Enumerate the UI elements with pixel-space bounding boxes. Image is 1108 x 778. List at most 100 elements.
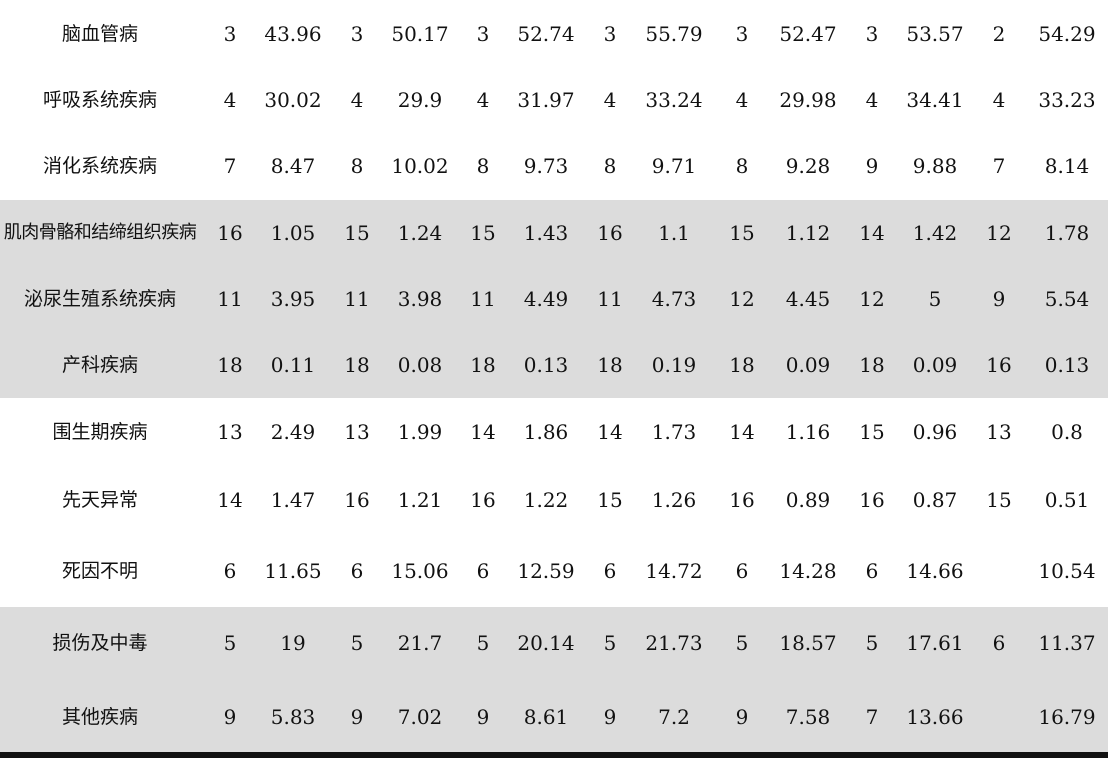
rate-cell: 16.79 bbox=[1038, 705, 1096, 729]
row-label: 围生期疾病 bbox=[52, 421, 148, 443]
rank-cell: 9 bbox=[992, 287, 1006, 311]
table-row: 损伤及中毒 5 19 5 21.7 5 20.14 5 21.73 5 18.57 5 17.61 6 11… bbox=[0, 623, 1108, 663]
rank-cell: 6 bbox=[735, 559, 749, 583]
rate-cell: 0.87 bbox=[912, 488, 958, 512]
rate-cell: 29.98 bbox=[779, 88, 837, 112]
rank-cell: 18 bbox=[344, 353, 370, 377]
rank-cell: 16 bbox=[470, 488, 496, 512]
rate-cell: 17.61 bbox=[906, 631, 964, 655]
rate-cell: 54.29 bbox=[1038, 22, 1096, 46]
rank-cell: 16 bbox=[859, 488, 885, 512]
rank-cell: 7 bbox=[992, 154, 1006, 178]
rank-cell: 6 bbox=[350, 559, 364, 583]
rate-cell: 8.14 bbox=[1044, 154, 1090, 178]
rate-cell: 1.26 bbox=[651, 488, 697, 512]
rate-cell: 1.22 bbox=[523, 488, 569, 512]
rank-cell: 18 bbox=[729, 353, 755, 377]
rank-cell: 9 bbox=[350, 705, 364, 729]
rate-cell: 0.13 bbox=[1044, 353, 1090, 377]
rate-cell: 1.05 bbox=[270, 221, 316, 245]
rank-cell: 12 bbox=[729, 287, 755, 311]
rank-cell: 14 bbox=[729, 420, 755, 444]
row-label: 先天异常 bbox=[61, 489, 138, 511]
rate-cell: 0.19 bbox=[651, 353, 697, 377]
rank-cell: 7 bbox=[865, 705, 879, 729]
rate-cell: 1.78 bbox=[1044, 221, 1090, 245]
rate-cell: 1.24 bbox=[397, 221, 443, 245]
row-label: 呼吸系统疾病 bbox=[42, 89, 157, 111]
rank-cell: 6 bbox=[992, 631, 1006, 655]
rank-cell: 9 bbox=[735, 705, 749, 729]
rate-cell: 0.96 bbox=[912, 420, 958, 444]
rank-cell bbox=[969, 697, 1029, 737]
shaded-row-band bbox=[0, 607, 1108, 752]
rank-cell: 16 bbox=[597, 221, 623, 245]
rate-cell: 18.57 bbox=[779, 631, 837, 655]
rank-cell: 15 bbox=[344, 221, 370, 245]
rank-cell: 15 bbox=[986, 488, 1012, 512]
rate-cell: 9.73 bbox=[523, 154, 569, 178]
rate-cell: 5.54 bbox=[1044, 287, 1090, 311]
rank-cell: 18 bbox=[597, 353, 623, 377]
row-label: 损伤及中毒 bbox=[52, 632, 148, 654]
rate-cell: 33.24 bbox=[645, 88, 703, 112]
rate-cell: 33.23 bbox=[1038, 88, 1096, 112]
rank-cell: 3 bbox=[476, 22, 490, 46]
rank-cell: 9 bbox=[476, 705, 490, 729]
rate-cell: 0.8 bbox=[1051, 420, 1083, 444]
rank-cell: 4 bbox=[735, 88, 749, 112]
rate-cell: 9.88 bbox=[912, 154, 958, 178]
rate-cell: 1.12 bbox=[785, 221, 831, 245]
rate-cell: 30.02 bbox=[264, 88, 322, 112]
rank-cell: 3 bbox=[865, 22, 879, 46]
rate-cell: 7.02 bbox=[397, 705, 443, 729]
rank-cell: 5 bbox=[603, 631, 617, 655]
row-label: 泌尿生殖系统疾病 bbox=[23, 288, 176, 310]
rank-cell: 4 bbox=[992, 88, 1006, 112]
rate-cell: 1.1 bbox=[658, 221, 690, 245]
rank-cell: 13 bbox=[344, 420, 370, 444]
rank-cell: 12 bbox=[859, 287, 885, 311]
rate-cell: 0.13 bbox=[523, 353, 569, 377]
rank-cell: 4 bbox=[223, 88, 237, 112]
rate-cell: 43.96 bbox=[264, 22, 322, 46]
rank-cell: 11 bbox=[344, 287, 370, 311]
rank-cell: 4 bbox=[865, 88, 879, 112]
rate-cell: 1.43 bbox=[523, 221, 569, 245]
rate-cell: 52.47 bbox=[779, 22, 837, 46]
rank-cell: 8 bbox=[603, 154, 617, 178]
table-row: 消化系统疾病 7 8.47 8 10.02 8 9.73 8 9.71 8 9.28 9 9.88 7 8.… bbox=[0, 146, 1108, 186]
rate-cell: 9.28 bbox=[785, 154, 831, 178]
rate-cell: 4.49 bbox=[523, 287, 569, 311]
rate-cell: 29.9 bbox=[397, 88, 443, 112]
rate-cell: 0.11 bbox=[270, 353, 316, 377]
rate-cell: 1.16 bbox=[785, 420, 831, 444]
rate-cell: 9.71 bbox=[651, 154, 697, 178]
rank-cell: 11 bbox=[597, 287, 623, 311]
rate-cell: 5 bbox=[928, 287, 942, 311]
rank-cell: 11 bbox=[217, 287, 243, 311]
rank-cell: 9 bbox=[865, 154, 879, 178]
rate-cell: 14.66 bbox=[906, 559, 964, 583]
rate-cell: 4.45 bbox=[785, 287, 831, 311]
rank-cell: 4 bbox=[476, 88, 490, 112]
rate-cell: 52.74 bbox=[517, 22, 575, 46]
rank-cell: 3 bbox=[735, 22, 749, 46]
rank-cell: 13 bbox=[217, 420, 243, 444]
rate-cell: 3.98 bbox=[397, 287, 443, 311]
rank-cell: 12 bbox=[986, 221, 1012, 245]
rate-cell: 4.73 bbox=[651, 287, 697, 311]
rank-cell: 18 bbox=[470, 353, 496, 377]
rank-cell: 14 bbox=[217, 488, 243, 512]
rank-cell: 15 bbox=[859, 420, 885, 444]
rank-cell: 5 bbox=[735, 631, 749, 655]
rank-cell: 6 bbox=[603, 559, 617, 583]
rate-cell: 0.09 bbox=[912, 353, 958, 377]
table-row: 围生期疾病 13 2.49 13 1.99 14 1.86 14 1.73 14 1.16 15 0.9… bbox=[0, 412, 1108, 452]
rank-cell: 3 bbox=[603, 22, 617, 46]
rate-cell: 12.59 bbox=[517, 559, 575, 583]
rate-cell: 11.37 bbox=[1038, 631, 1096, 655]
table-row: 其他疾病 9 5.83 9 7.02 9 8.61 9 7.2 9 7.58 7 13.66 16.79 bbox=[0, 697, 1108, 737]
rank-cell: 16 bbox=[729, 488, 755, 512]
